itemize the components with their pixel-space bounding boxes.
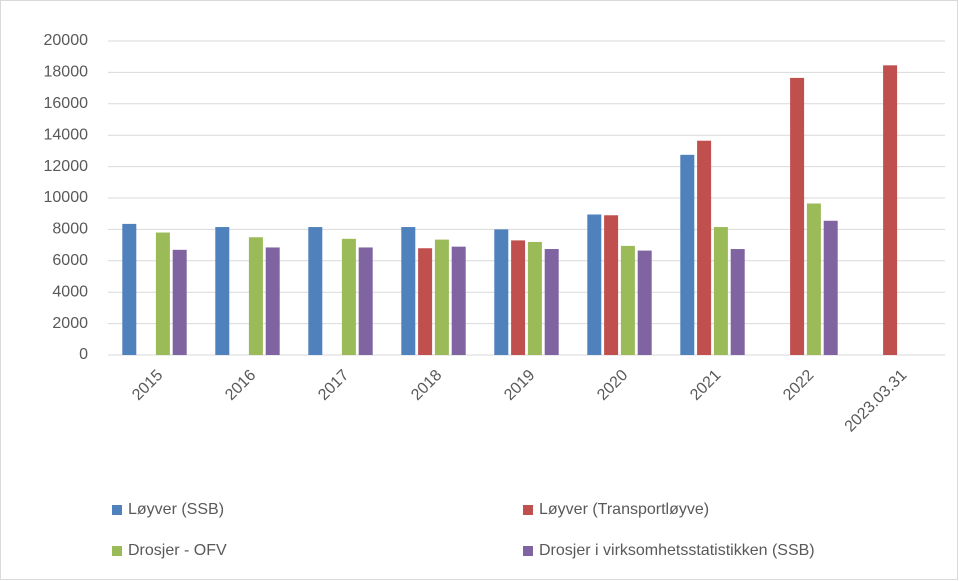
bar <box>494 229 509 355</box>
legend-swatch <box>112 546 122 556</box>
bar <box>511 240 526 355</box>
legend-label: Drosjer i virksomhetsstatistikken (SSB) <box>539 542 815 559</box>
bar <box>265 247 280 355</box>
bar <box>883 65 898 356</box>
bar <box>308 227 323 355</box>
bar <box>697 140 712 355</box>
bar <box>341 238 356 355</box>
legend-swatch <box>112 505 122 515</box>
bar <box>122 223 137 355</box>
bar <box>418 248 433 355</box>
y-tick-label: 4000 <box>52 283 88 300</box>
legend-label: Drosjer - OFV <box>128 542 227 559</box>
bar <box>215 227 230 355</box>
legend-swatch <box>523 505 533 515</box>
bar <box>358 247 373 355</box>
y-tick-label: 2000 <box>52 315 88 332</box>
y-tick-label: 12000 <box>44 158 89 175</box>
bar <box>730 249 745 355</box>
y-tick-label: 20000 <box>44 32 89 49</box>
bar <box>604 215 619 355</box>
y-tick-label: 8000 <box>52 221 88 238</box>
y-tick-label: 14000 <box>44 126 89 143</box>
y-tick-label: 10000 <box>44 189 89 206</box>
bar <box>451 246 466 355</box>
legend-swatch <box>523 546 533 556</box>
bar <box>587 214 602 355</box>
bar <box>172 249 187 355</box>
bar <box>806 203 821 355</box>
bar <box>155 232 170 355</box>
y-tick-label: 6000 <box>52 252 88 269</box>
legend-label: Løyver (SSB) <box>128 501 224 518</box>
y-tick-label: 18000 <box>44 64 89 81</box>
bar <box>637 250 652 355</box>
y-tick-label: 16000 <box>44 95 89 112</box>
bar <box>680 154 695 355</box>
bar <box>401 227 416 355</box>
bar <box>434 239 449 355</box>
bar <box>248 237 263 355</box>
bar <box>527 241 542 355</box>
bar <box>544 249 559 355</box>
bar <box>823 220 838 355</box>
bar <box>790 77 805 356</box>
legend-label: Løyver (Transportløyve) <box>539 501 709 518</box>
y-tick-label: 0 <box>79 346 88 363</box>
bar <box>713 227 728 355</box>
bar <box>620 245 635 355</box>
